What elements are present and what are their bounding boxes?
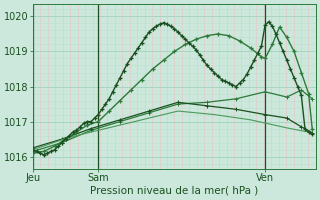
X-axis label: Pression niveau de la mer( hPa ): Pression niveau de la mer( hPa ) [90, 186, 259, 196]
